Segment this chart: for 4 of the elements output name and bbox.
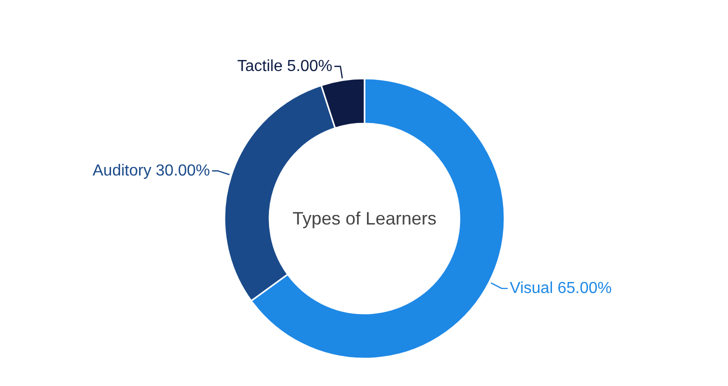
slice-label: Visual 65.00% [510, 280, 612, 297]
slice-label: Auditory 30.00% [92, 162, 210, 180]
text: Types of Learners [292, 208, 437, 228]
slice-label: Tactile 5.00% [237, 58, 332, 75]
